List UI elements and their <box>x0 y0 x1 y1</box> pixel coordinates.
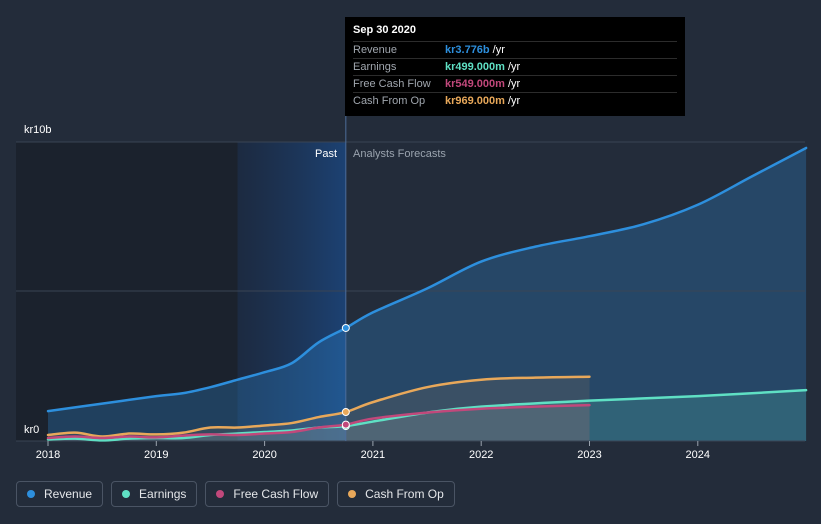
tooltip-label: Revenue <box>353 44 398 56</box>
area-cash-from-op <box>48 376 590 441</box>
y-axis-bottom-label: kr0 <box>24 424 39 436</box>
x-tick-2023-label: 2023 <box>577 449 601 461</box>
legend-item-free-cash-flow[interactable]: Free Cash Flow <box>205 481 330 507</box>
x-tick-2022-label: 2022 <box>469 449 493 461</box>
series-areas <box>48 147 807 442</box>
area-earnings <box>48 390 807 441</box>
y-axis-top-label: kr10b <box>24 124 52 136</box>
x-axis-ticks: 2018 2019 2020 2021 2022 2023 2024 <box>36 441 710 461</box>
legend-label: Revenue <box>44 487 93 501</box>
legend-item-revenue[interactable]: Revenue <box>16 481 104 507</box>
legend-dot-icon <box>122 490 131 498</box>
marker-free-cash-flow <box>341 420 350 429</box>
tooltip-unit: /yr <box>507 78 521 90</box>
line-free-cash-flow <box>46 403 591 440</box>
legend-item-earnings[interactable]: Earnings <box>111 481 198 507</box>
legend-item-cash-from-op[interactable]: Cash From Op <box>337 481 455 507</box>
x-tick-2021-label: 2021 <box>361 449 385 461</box>
past-label: Past <box>315 148 337 160</box>
tooltip-date: Sep 30 2020 <box>353 24 416 36</box>
legend: Revenue Earnings Free Cash Flow Cash Fro… <box>16 481 455 507</box>
series-markers <box>341 323 350 431</box>
tooltip-value: kr549.000m <box>445 78 505 90</box>
legend-label: Cash From Op <box>365 487 444 501</box>
tooltip-unit: /yr <box>507 95 521 107</box>
tooltip-label: Free Cash Flow <box>353 78 431 90</box>
line-earnings <box>46 388 808 442</box>
marker-cash-from-op <box>341 408 350 417</box>
legend-label: Free Cash Flow <box>233 487 319 501</box>
x-tick-2018-label: 2018 <box>36 449 60 461</box>
tooltip-row-earnings: Earnings kr499.000m /yr <box>353 58 677 75</box>
legend-dot-icon <box>216 490 225 498</box>
tooltip-row-revenue: Revenue kr3.776b /yr <box>353 41 677 58</box>
tooltip-row-cash-from-op: Cash From Op kr969.000m /yr <box>353 92 677 109</box>
x-tick-2019-label: 2019 <box>144 449 168 461</box>
tooltip: Sep 30 2020 Revenue kr3.776b /yr Earning… <box>345 17 685 116</box>
tooltip-label: Cash From Op <box>353 95 426 107</box>
area-free-cash-flow <box>48 405 590 441</box>
marker-revenue <box>341 323 350 332</box>
legend-dot-icon <box>27 490 35 498</box>
forecast-label: Analysts Forecasts <box>353 148 446 160</box>
tooltip-value: kr3.776b <box>445 44 490 56</box>
legend-dot-icon <box>348 490 357 498</box>
tooltip-value: kr969.000m <box>445 95 505 107</box>
tooltip-unit: /yr <box>492 44 505 56</box>
tooltip-label: Earnings <box>353 61 397 73</box>
tooltip-row-free-cash-flow: Free Cash Flow kr549.000m /yr <box>353 75 677 92</box>
legend-label: Earnings <box>139 487 187 501</box>
x-tick-2020-label: 2020 <box>252 449 276 461</box>
area-revenue <box>48 147 807 442</box>
tooltip-value: kr499.000m <box>445 61 505 73</box>
line-cash-from-op <box>46 375 591 438</box>
tooltip-unit: /yr <box>507 61 521 73</box>
x-tick-2024-label: 2024 <box>686 449 710 461</box>
